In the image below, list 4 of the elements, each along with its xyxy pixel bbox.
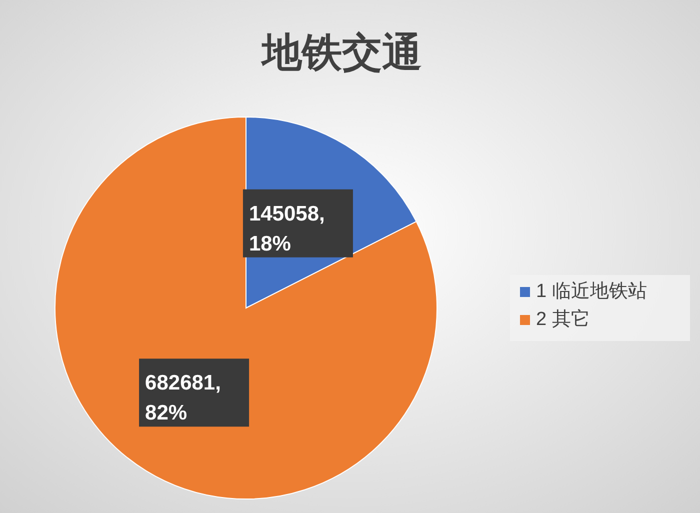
slice-label: 2 其它 — [536, 308, 590, 330]
data-label: 145058, 18% — [248, 202, 325, 256]
chart-title: 地铁交通 — [260, 31, 422, 75]
data-label: 682681, 82% — [145, 372, 221, 425]
